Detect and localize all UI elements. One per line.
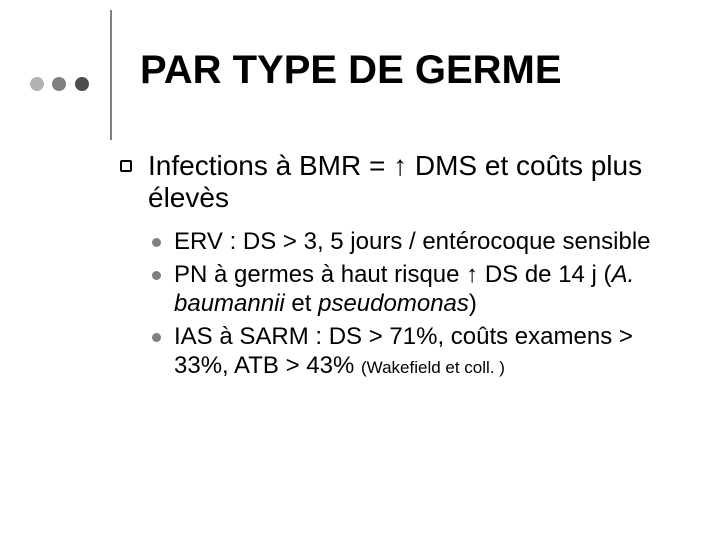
slide-body: Infections à BMR = ↑ DMS et coûts plus é… [120,150,680,384]
slide-title: PAR TYPE DE GERME [140,48,562,93]
lvl2-text: PN à germes à haut risque [174,261,466,288]
bullet-level1: Infections à BMR = ↑ DMS et coûts plus é… [120,150,680,214]
bullet-level2: IAS à SARM : DS > 71%, coûts examens > 3… [152,323,680,381]
slide: PAR TYPE DE GERME Infections à BMR = ↑ D… [0,0,720,540]
up-arrow-icon: ↑ [466,261,478,288]
lvl2-text: DS de 14 j ( [478,261,611,288]
dot-icon [30,77,44,91]
lvl1-text-before: Infections à BMR = [148,150,393,181]
dot-icon [52,77,66,91]
dot-icon [75,77,89,91]
lvl2-text: et [285,290,318,317]
italic-text: pseudomonas [318,290,469,317]
disc-bullet-icon [152,238,161,247]
bullet-level2: PN à germes à haut risque ↑ DS de 14 j (… [152,261,680,319]
citation-text: (Wakefield et coll. ) [361,358,505,377]
level2-list: ERV : DS > 3, 5 jours / entérocoque sens… [120,228,680,380]
square-bullet-icon [120,160,132,172]
up-arrow-icon: ↑ [393,150,407,181]
bullet-level2: ERV : DS > 3, 5 jours / entérocoque sens… [152,228,680,257]
disc-bullet-icon [152,271,161,280]
lvl2-text: ) [469,290,477,317]
disc-bullet-icon [152,333,161,342]
vertical-divider [110,10,112,140]
decor-dots [30,75,93,93]
lvl2-text: ERV : DS > 3, 5 jours / entérocoque sens… [174,228,651,255]
